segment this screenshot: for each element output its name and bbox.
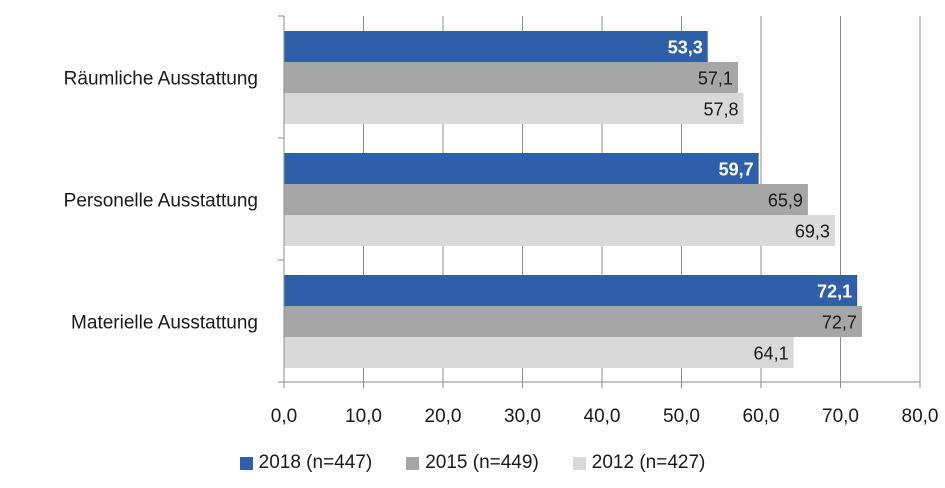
data-label: 57,1: [698, 69, 733, 89]
data-label: 65,9: [768, 191, 803, 211]
bar: [284, 306, 862, 337]
legend-swatch: [572, 456, 586, 470]
x-tick-label: 80,0: [902, 406, 939, 427]
data-label: 59,7: [719, 160, 754, 180]
legend-item: 2012 (n=427): [572, 452, 706, 474]
legend-item: 2015 (n=449): [406, 452, 539, 474]
x-tick-label: 10,0: [345, 406, 382, 427]
bar: [284, 62, 738, 93]
bar: [284, 93, 744, 124]
data-label: 72,1: [817, 282, 852, 302]
data-label: 64,1: [754, 344, 789, 364]
x-tick-label: 50,0: [663, 406, 700, 427]
x-tick-label: 70,0: [822, 406, 859, 427]
legend-swatch: [406, 456, 420, 470]
data-label: 69,3: [795, 222, 830, 242]
bar: [284, 184, 808, 215]
bar: [284, 153, 759, 184]
legend-label: 2015 (n=449): [425, 452, 539, 473]
category-label: Personelle Ausstattung: [64, 191, 258, 212]
bar-chart: Räumliche Ausstattung Personelle Ausstatt…: [64, 15, 939, 427]
bar: [284, 31, 708, 62]
x-tick-label: 30,0: [504, 406, 541, 427]
category-labels: Räumliche Ausstattung Personelle Ausstatt…: [64, 69, 258, 334]
x-tick-label: 60,0: [743, 406, 780, 427]
legend-item: 2018 (n=447): [239, 452, 373, 474]
bars: [284, 31, 862, 368]
bar: [284, 215, 835, 246]
category-label: Räumliche Ausstattung: [64, 69, 258, 90]
x-tick-label: 0,0: [271, 406, 297, 427]
x-tick-label: 40,0: [584, 406, 621, 427]
tick-labels: 0,0 10,0 20,0 30,0 40,0 50,0 60,0 70,0 80,0: [271, 406, 939, 427]
axes: [278, 15, 921, 388]
legend-swatch: [239, 456, 253, 470]
value-labels: 53,3 57,1 57,8 59,7 65,9 69,3 72,1 72,7 64,1: [668, 38, 857, 364]
data-label: 72,7: [822, 313, 857, 333]
legend: 2018 (n=447) 2015 (n=449) 2012 (n=427): [0, 452, 945, 474]
bar: [284, 337, 794, 368]
legend-label: 2018 (n=447): [258, 452, 373, 473]
x-tick-label: 20,0: [425, 406, 462, 427]
data-label: 57,8: [703, 100, 738, 120]
legend-label: 2012 (n=427): [591, 452, 706, 473]
category-label: Materielle Ausstattung: [71, 313, 258, 334]
bar: [284, 275, 858, 306]
data-label: 53,3: [668, 38, 703, 58]
